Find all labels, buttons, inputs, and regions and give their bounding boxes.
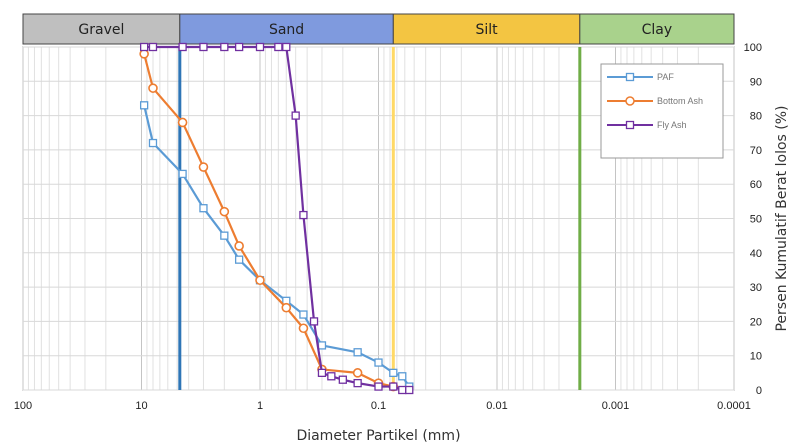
data-series [139,42,414,395]
y-tick-label: 40 [750,248,762,260]
data-point-bottom-ash [219,206,230,217]
data-point-fly-ash [139,42,149,52]
data-point-paf [234,255,244,264]
x-tick-label: 0.0001 [717,400,751,412]
data-point-bottom-ash [148,83,158,93]
series-fly-ash [139,42,414,395]
data-point-fly-ash [178,42,187,52]
y-tick-label: 60 [750,179,762,191]
soil-class-bands: Gravel Sand Silt Clay [22,13,735,45]
data-point-fly-ash [255,42,265,52]
legend-marker-fly-ash [625,120,635,130]
data-point-fly-ash [374,382,383,391]
x-tick-label: 10 [135,400,147,412]
x-tick-label: 0.001 [602,400,630,412]
data-point-fly-ash [327,372,336,381]
y-tick-label: 30 [750,282,762,294]
class-boundaries [178,47,582,390]
data-point-bottom-ash [177,117,188,128]
data-point-paf [389,368,398,378]
band-label-gravel: Gravel [78,22,124,38]
data-point-bottom-ash [298,323,309,334]
data-point-fly-ash [389,382,398,391]
band-label-silt: Silt [475,22,498,38]
band-sand [179,13,394,45]
data-point-paf [317,341,327,350]
legend-label-fly-ash: Fly Ash [657,120,687,130]
legend-label-bottom-ash: Bottom Ash [657,96,703,106]
data-point-fly-ash [199,42,208,52]
data-point-paf [220,231,229,240]
band-clay [579,13,735,45]
band-silt [392,13,581,45]
data-point-fly-ash [353,378,362,388]
data-point-fly-ash [398,385,407,395]
y-tick-label: 80 [750,111,762,123]
data-point-paf [398,372,407,381]
band-label-clay: Clay [642,22,673,38]
data-point-paf [139,101,149,110]
y-tick-labels: 0 10 20 30 40 50 60 70 80 90 100 [744,42,762,397]
x-tick-label: 100 [14,400,32,412]
data-point-fly-ash [291,111,300,120]
data-point-bottom-ash [255,275,265,286]
y-tick-label: 0 [756,385,762,397]
x-axis-title: Diameter Partikel (mm) [296,428,460,444]
y-tick-label: 10 [750,351,762,363]
data-point-fly-ash [274,42,283,52]
legend-item-fly-ash: Fly Ash [607,120,687,130]
y-tick-label: 50 [750,214,762,226]
data-point-fly-ash [234,42,244,52]
data-point-fly-ash [282,42,291,52]
data-point-paf [299,310,308,319]
data-point-bottom-ash [234,241,244,251]
data-point-fly-ash [148,42,158,52]
legend-item-bottom-ash: Bottom Ash [607,96,703,106]
data-point-paf [199,204,208,213]
x-tick-label: 0.01 [486,400,507,412]
band-label-sand: Sand [269,22,304,38]
data-point-fly-ash [338,375,347,384]
data-point-bottom-ash [198,162,209,172]
data-point-paf [148,138,158,148]
band-gravel [22,13,181,45]
y-axis-title: Persen Kumulatif Berat lolos (%) [774,105,790,331]
data-point-fly-ash [220,42,229,52]
x-tick-label: 0.1 [371,400,386,412]
data-point-fly-ash [299,210,308,220]
x-tick-label: 1 [257,400,263,412]
legend-marker-paf [625,72,635,82]
x-tick-labels: 100 10 1 0.1 0.01 0.001 0.0001 [14,400,751,412]
y-tick-label: 20 [750,316,762,328]
y-tick-label: 100 [744,42,762,54]
series-bottom-ash [139,49,399,392]
data-point-fly-ash [317,368,327,378]
data-point-bottom-ash [352,368,363,378]
legend: PAF Bottom Ash Fly Ash [600,63,724,159]
data-point-fly-ash [309,317,319,326]
y-tick-label: 90 [750,76,762,88]
legend-box [600,63,724,159]
y-tick-label: 70 [750,145,762,157]
data-point-paf [374,358,383,367]
legend-marker-bottom-ash [625,96,635,106]
legend-item-paf: PAF [607,72,674,82]
data-point-fly-ash [405,385,414,395]
data-point-paf [178,169,187,179]
data-point-paf [353,348,362,357]
data-point-bottom-ash [281,302,292,313]
legend-label-paf: PAF [657,72,674,82]
